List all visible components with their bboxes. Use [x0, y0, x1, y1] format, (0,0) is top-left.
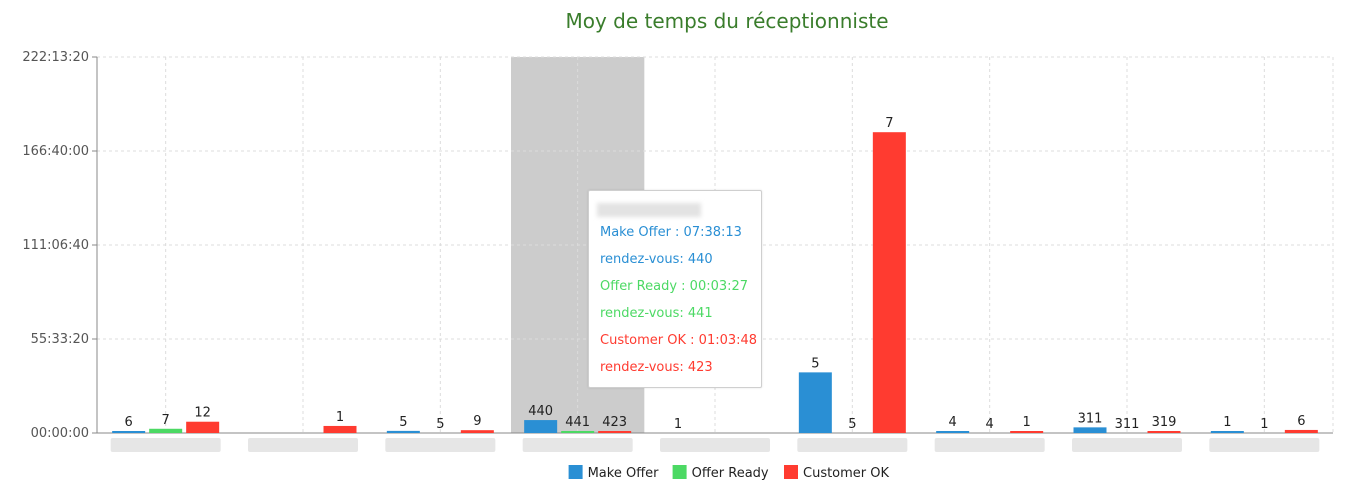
legend-label[interactable]: Make Offer	[588, 466, 660, 481]
bar-customer-ok[interactable]	[186, 421, 220, 433]
data-label: 423	[602, 415, 627, 430]
bar-make-offer[interactable]	[524, 420, 558, 433]
legend-swatch[interactable]	[568, 465, 583, 479]
y-tick-label: 55:33:20	[31, 332, 89, 347]
bar-make-offer[interactable]	[936, 431, 970, 433]
data-label: 440	[528, 404, 553, 419]
data-label: 5	[436, 417, 444, 432]
data-label: 12	[194, 406, 211, 421]
data-label: 7	[885, 116, 893, 131]
y-tick-label: 222:13:20	[22, 50, 89, 65]
data-label: 311	[1078, 411, 1103, 426]
data-label: 1	[1223, 415, 1231, 430]
bar-customer-ok[interactable]	[872, 132, 906, 433]
data-label: 4	[949, 415, 957, 430]
tooltip-customer-ok-time: Customer OK : 01:03:48	[600, 333, 758, 348]
x-category-label-redacted	[110, 438, 221, 452]
tooltip-make-offer-time: Make Offer : 07:38:13	[600, 225, 742, 240]
legend-swatch[interactable]	[672, 465, 687, 479]
x-category-label-redacted	[1209, 438, 1320, 452]
tooltip-make-offer-count: rendez-vous: 440	[600, 252, 713, 267]
legend-label[interactable]: Customer OK	[803, 466, 890, 481]
data-label: 1	[674, 417, 682, 432]
tooltip-offer-ready-count: rendez-vous: 441	[600, 306, 713, 321]
data-label: 311	[1115, 417, 1140, 432]
x-category-label-redacted	[385, 438, 496, 452]
bar-make-offer[interactable]	[112, 431, 146, 433]
x-category-label-redacted	[1072, 438, 1182, 452]
data-label: 9	[473, 414, 481, 429]
chart-tooltip: Make Offer : 07:38:13 rendez-vous: 440 O…	[588, 190, 762, 388]
bar-customer-ok[interactable]	[1010, 431, 1044, 433]
x-category-label-redacted	[934, 438, 1045, 452]
tooltip-offer-ready-time: Offer Ready : 00:03:27	[600, 279, 749, 294]
bar-customer-ok[interactable]	[460, 430, 494, 433]
data-label: 1	[336, 410, 344, 425]
x-category-label-redacted	[660, 438, 770, 452]
bar-make-offer[interactable]	[1210, 431, 1244, 433]
x-category-label-redacted	[522, 438, 633, 452]
data-label: 5	[848, 417, 856, 432]
chart-title: Moy de temps du réceptionniste	[565, 9, 888, 33]
legend-label[interactable]: Offer Ready	[692, 466, 769, 481]
bar-offer-ready[interactable]	[561, 431, 595, 433]
data-label: 6	[125, 415, 133, 430]
data-label: 1	[1023, 415, 1031, 430]
bar-customer-ok[interactable]	[323, 425, 357, 433]
legend-swatch[interactable]	[784, 465, 798, 479]
y-tick-label: 00:00:00	[31, 426, 89, 441]
data-label: 1	[1260, 417, 1268, 432]
bar-offer-ready[interactable]	[149, 428, 183, 433]
bar-make-offer[interactable]	[798, 372, 832, 433]
x-category-label-redacted	[797, 438, 908, 452]
data-label: 5	[399, 415, 407, 430]
data-label: 5	[811, 356, 819, 371]
bar-make-offer[interactable]	[386, 430, 420, 433]
data-label: 6	[1297, 414, 1305, 429]
x-category-label-redacted	[248, 438, 358, 452]
tooltip-customer-ok-count: rendez-vous: 423	[600, 360, 713, 375]
tooltip-category-redacted	[597, 203, 701, 217]
data-label: 441	[565, 415, 590, 430]
y-tick-label: 166:40:00	[22, 144, 89, 159]
bar-customer-ok[interactable]	[598, 431, 632, 433]
bar-customer-ok[interactable]	[1284, 429, 1318, 433]
data-label: 319	[1152, 415, 1177, 430]
bar-make-offer[interactable]	[1073, 427, 1107, 433]
bar-customer-ok[interactable]	[1147, 431, 1181, 433]
data-label: 4	[986, 417, 994, 432]
y-tick-label: 111:06:40	[22, 238, 89, 253]
data-label: 7	[162, 413, 170, 428]
